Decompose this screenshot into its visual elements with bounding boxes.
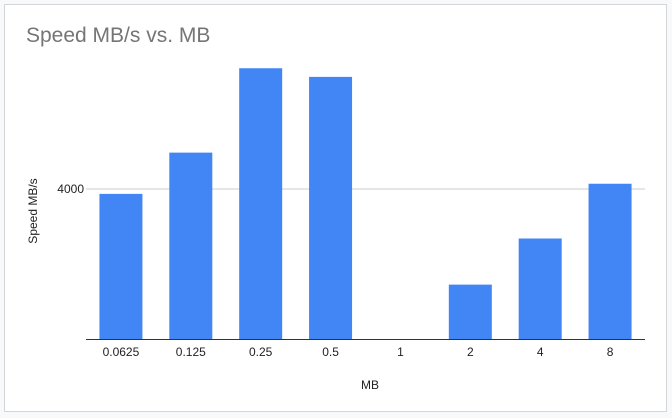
x-tick-label: 8 bbox=[607, 345, 614, 359]
y-tick-label: 4000 bbox=[57, 182, 84, 196]
x-axis-label: MB bbox=[361, 378, 379, 392]
x-tick-label: 0.0625 bbox=[103, 345, 140, 359]
x-tick-label: 0.125 bbox=[176, 345, 206, 359]
bar-0.0625[interactable] bbox=[99, 193, 143, 339]
y-axis-ticks: 4000 bbox=[57, 182, 84, 196]
bars bbox=[99, 68, 632, 340]
x-tick-label: 1 bbox=[397, 345, 404, 359]
x-tick-label: 0.25 bbox=[249, 345, 273, 359]
x-tick-label: 0.5 bbox=[322, 345, 339, 359]
x-tick-label: 2 bbox=[467, 345, 474, 359]
x-tick-label: 4 bbox=[537, 345, 544, 359]
bar-4[interactable] bbox=[518, 238, 562, 340]
bar-8[interactable] bbox=[588, 183, 632, 339]
chart-container[interactable]: Speed MB/s vs. MB 4000 0.0625 0.125 0.25 0.… bbox=[4, 4, 667, 412]
bar-0.125[interactable] bbox=[169, 152, 213, 339]
bar-0.5[interactable] bbox=[309, 76, 353, 339]
x-axis-ticks: 0.0625 0.125 0.25 0.5 1 2 4 8 bbox=[103, 345, 614, 359]
chart-title: Speed MB/s vs. MB bbox=[26, 24, 211, 47]
y-axis-label: Speed MB/s bbox=[26, 178, 40, 243]
bar-2[interactable] bbox=[448, 284, 492, 339]
bar-chart: 4000 0.0625 0.125 0.25 0.5 1 2 4 8 Speed MB/s M… bbox=[26, 68, 645, 392]
bar-0.25[interactable] bbox=[239, 68, 283, 339]
